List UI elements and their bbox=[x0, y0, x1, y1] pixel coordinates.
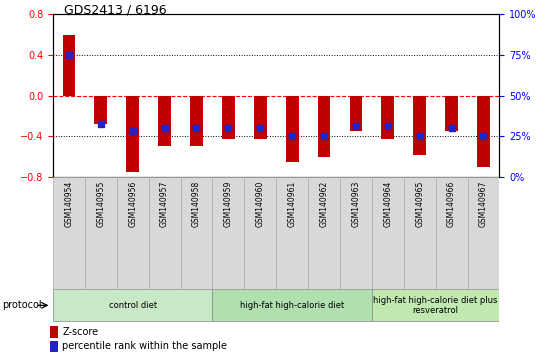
Text: GSM140962: GSM140962 bbox=[320, 180, 329, 227]
Text: GDS2413 / 6196: GDS2413 / 6196 bbox=[64, 4, 167, 17]
Bar bbox=[181, 177, 213, 289]
Bar bbox=[436, 177, 468, 289]
Point bbox=[192, 125, 201, 131]
Bar bbox=[276, 177, 308, 289]
Text: GSM140958: GSM140958 bbox=[192, 180, 201, 227]
Point bbox=[65, 52, 74, 58]
Bar bbox=[126, 96, 139, 172]
Text: GSM140954: GSM140954 bbox=[65, 180, 74, 227]
Point bbox=[383, 123, 392, 129]
Bar bbox=[62, 35, 75, 96]
Bar bbox=[148, 177, 181, 289]
Bar bbox=[349, 96, 362, 131]
Bar bbox=[213, 177, 244, 289]
Bar bbox=[117, 177, 148, 289]
Text: GSM140964: GSM140964 bbox=[383, 180, 392, 227]
Bar bbox=[190, 96, 203, 147]
Bar bbox=[53, 177, 85, 289]
Text: GSM140960: GSM140960 bbox=[256, 180, 264, 227]
Text: GSM140956: GSM140956 bbox=[128, 180, 137, 227]
Point bbox=[128, 129, 137, 134]
Bar bbox=[254, 96, 267, 139]
Point bbox=[97, 121, 105, 127]
Bar bbox=[468, 177, 499, 289]
Point bbox=[256, 125, 264, 131]
Text: control diet: control diet bbox=[109, 301, 157, 310]
Bar bbox=[382, 96, 394, 139]
Text: percentile rank within the sample: percentile rank within the sample bbox=[62, 341, 227, 351]
Bar bbox=[318, 96, 330, 157]
Bar bbox=[85, 177, 117, 289]
Text: GSM140955: GSM140955 bbox=[97, 180, 105, 227]
Text: GSM140957: GSM140957 bbox=[160, 180, 169, 227]
Bar bbox=[53, 289, 213, 321]
Bar bbox=[158, 96, 171, 147]
Point bbox=[352, 123, 360, 129]
Text: GSM140965: GSM140965 bbox=[415, 180, 424, 227]
Bar bbox=[413, 96, 426, 155]
Bar bbox=[477, 96, 490, 167]
Text: protocol: protocol bbox=[2, 300, 41, 310]
Bar bbox=[340, 177, 372, 289]
Bar bbox=[372, 289, 499, 321]
Point bbox=[479, 133, 488, 139]
Point bbox=[160, 125, 169, 131]
Point bbox=[224, 125, 233, 131]
Bar bbox=[50, 341, 58, 353]
Bar bbox=[445, 96, 458, 131]
Point bbox=[288, 133, 297, 139]
Bar bbox=[222, 96, 235, 139]
Text: Z-score: Z-score bbox=[62, 327, 98, 337]
Bar bbox=[244, 177, 276, 289]
Text: GSM140966: GSM140966 bbox=[447, 180, 456, 227]
Bar bbox=[286, 96, 299, 162]
Point bbox=[320, 133, 329, 139]
Text: high-fat high-calorie diet plus
resveratrol: high-fat high-calorie diet plus resverat… bbox=[373, 296, 498, 315]
Bar bbox=[404, 177, 436, 289]
Bar bbox=[94, 96, 107, 124]
Text: GSM140963: GSM140963 bbox=[352, 180, 360, 227]
Text: GSM140967: GSM140967 bbox=[479, 180, 488, 227]
Bar bbox=[50, 326, 58, 338]
Text: high-fat high-calorie diet: high-fat high-calorie diet bbox=[240, 301, 344, 310]
Text: GSM140959: GSM140959 bbox=[224, 180, 233, 227]
Bar bbox=[213, 289, 372, 321]
Text: GSM140961: GSM140961 bbox=[288, 180, 297, 227]
Bar bbox=[308, 177, 340, 289]
Bar bbox=[372, 177, 404, 289]
Point bbox=[447, 125, 456, 131]
Point bbox=[415, 133, 424, 139]
